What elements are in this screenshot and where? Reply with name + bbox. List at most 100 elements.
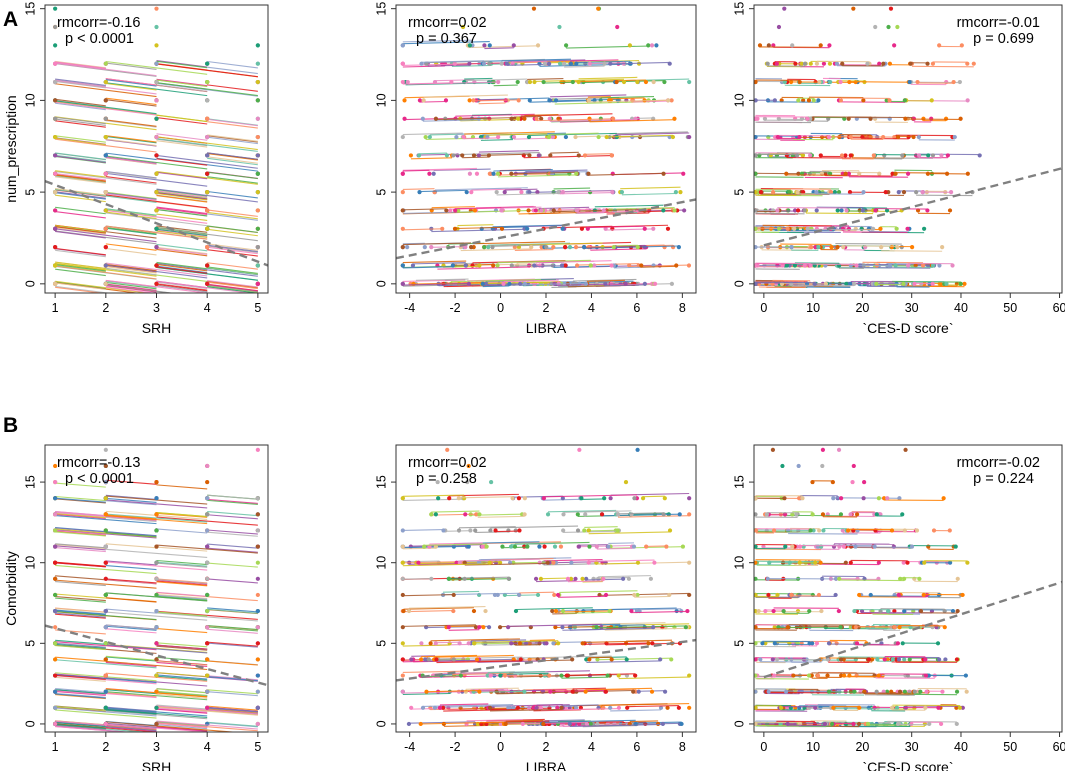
subject-line bbox=[105, 82, 157, 91]
y-tick-label: 0 bbox=[732, 720, 746, 727]
data-point bbox=[595, 657, 600, 662]
subject-line bbox=[55, 100, 157, 115]
data-point bbox=[574, 689, 579, 694]
subject-line bbox=[55, 613, 106, 619]
data-point bbox=[754, 226, 758, 231]
subject-line bbox=[543, 81, 573, 84]
data-point bbox=[652, 560, 657, 565]
subject-line bbox=[156, 281, 208, 289]
data-point bbox=[205, 657, 210, 662]
data-point bbox=[649, 43, 655, 48]
data-point bbox=[812, 281, 817, 286]
subject-line bbox=[55, 154, 106, 163]
subject-line bbox=[105, 514, 157, 520]
data-point bbox=[601, 208, 606, 213]
subject-line bbox=[105, 267, 157, 276]
data-point bbox=[531, 6, 537, 11]
data-point bbox=[802, 208, 807, 213]
data-point bbox=[943, 657, 948, 662]
data-point bbox=[499, 208, 504, 213]
data-point bbox=[255, 625, 260, 630]
data-point bbox=[658, 657, 663, 662]
data-point bbox=[918, 689, 923, 694]
subject-line bbox=[105, 119, 157, 127]
subject-line bbox=[156, 546, 208, 552]
data-point bbox=[561, 528, 566, 533]
subject-line bbox=[207, 281, 258, 290]
data-point bbox=[462, 560, 467, 565]
subject-line bbox=[55, 265, 157, 280]
data-point bbox=[942, 608, 947, 614]
data-point bbox=[923, 705, 928, 710]
subject-line bbox=[105, 194, 208, 209]
data-point bbox=[848, 134, 853, 140]
subject-line bbox=[553, 208, 645, 213]
data-point bbox=[452, 61, 457, 66]
subject-line bbox=[523, 688, 575, 691]
data-point bbox=[665, 705, 670, 710]
data-point bbox=[255, 263, 260, 268]
subject-line bbox=[156, 581, 208, 587]
data-point bbox=[609, 263, 614, 268]
subject-line bbox=[55, 724, 106, 730]
subject-line bbox=[55, 135, 106, 143]
data-point bbox=[891, 544, 896, 549]
subject-line bbox=[618, 676, 690, 680]
data-point bbox=[418, 721, 423, 727]
subject-line bbox=[156, 117, 208, 125]
data-point bbox=[955, 576, 960, 581]
x-tick-label: 0 bbox=[497, 301, 504, 315]
data-point bbox=[460, 24, 466, 30]
subject-line bbox=[496, 192, 559, 196]
data-point bbox=[878, 512, 883, 517]
data-point bbox=[687, 496, 692, 501]
subject-line bbox=[156, 262, 258, 277]
data-point bbox=[255, 689, 260, 694]
data-point bbox=[977, 153, 982, 158]
subject-lines bbox=[400, 6, 692, 289]
data-point bbox=[881, 134, 886, 140]
subject-line bbox=[156, 611, 208, 617]
data-point bbox=[552, 544, 558, 549]
data-point bbox=[835, 245, 840, 250]
data-point bbox=[901, 281, 906, 286]
data-point bbox=[922, 560, 927, 565]
data-point bbox=[807, 608, 812, 614]
data-point bbox=[816, 245, 821, 250]
p-value-label: p = 0.258 bbox=[416, 471, 477, 487]
data-point bbox=[255, 208, 260, 213]
data-point bbox=[625, 705, 630, 710]
data-point bbox=[467, 43, 472, 48]
data-point bbox=[563, 134, 569, 140]
data-point bbox=[548, 153, 553, 158]
data-point bbox=[873, 208, 878, 213]
subject-line bbox=[615, 132, 690, 136]
data-point bbox=[556, 641, 561, 646]
data-point bbox=[441, 528, 446, 533]
subject-line bbox=[55, 690, 106, 696]
data-point bbox=[819, 608, 824, 614]
data-point bbox=[568, 61, 574, 66]
data-point bbox=[444, 208, 449, 213]
data-point bbox=[559, 705, 564, 710]
data-point bbox=[436, 496, 441, 501]
subject-line bbox=[412, 262, 466, 265]
data-point bbox=[947, 208, 953, 213]
data-point bbox=[400, 43, 405, 48]
data-point bbox=[498, 673, 503, 678]
subject-line bbox=[207, 190, 258, 199]
subject-line bbox=[445, 530, 471, 532]
data-point bbox=[547, 673, 552, 678]
data-point bbox=[765, 61, 770, 66]
data-point bbox=[433, 641, 438, 646]
data-point bbox=[103, 560, 108, 565]
subject-line bbox=[105, 138, 157, 147]
data-point bbox=[427, 134, 432, 140]
subject-line bbox=[422, 704, 514, 708]
data-point bbox=[255, 576, 260, 581]
data-point bbox=[662, 79, 667, 85]
subject-line bbox=[463, 137, 499, 140]
data-point bbox=[665, 226, 671, 231]
data-point bbox=[487, 705, 493, 710]
subject-line bbox=[539, 206, 590, 210]
